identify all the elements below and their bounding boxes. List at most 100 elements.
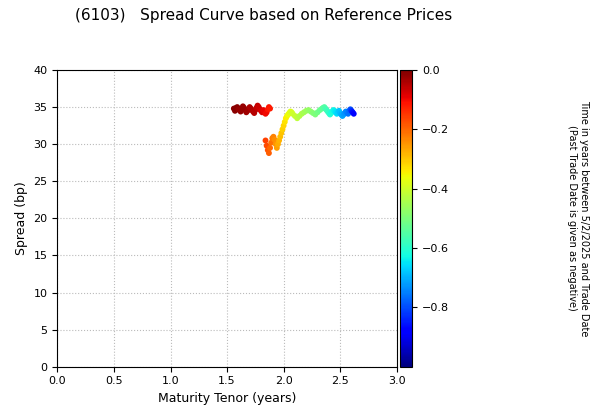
Point <box>261 137 271 144</box>
Point <box>265 144 275 151</box>
Text: (6103)   Spread Curve based on Reference Prices: (6103) Spread Curve based on Reference P… <box>76 8 452 24</box>
Point <box>277 130 286 136</box>
Point <box>259 107 268 113</box>
Point <box>297 110 307 117</box>
Point <box>235 107 244 113</box>
Point <box>253 102 262 109</box>
Point <box>286 108 295 115</box>
Point <box>241 107 250 113</box>
Point <box>320 104 329 110</box>
Point <box>347 108 356 114</box>
Point <box>263 106 272 113</box>
Point <box>292 115 302 121</box>
Point <box>261 110 271 117</box>
Point <box>304 107 313 113</box>
Point <box>233 106 243 113</box>
Point <box>232 105 241 111</box>
Point <box>274 137 284 144</box>
Point <box>348 109 358 116</box>
Point <box>338 113 347 119</box>
Point <box>275 134 285 140</box>
Point <box>317 105 327 112</box>
Y-axis label: Time in years between 5/2/2025 and Trade Date
(Past Trade Date is given as negat: Time in years between 5/2/2025 and Trade… <box>567 100 589 336</box>
Point <box>322 107 331 113</box>
Point <box>270 136 280 143</box>
Point <box>262 109 271 116</box>
Point <box>242 108 252 114</box>
Point <box>320 105 330 112</box>
Point <box>257 109 267 116</box>
Point <box>250 110 259 116</box>
Point <box>310 111 320 118</box>
Point <box>341 108 350 115</box>
Point <box>229 105 239 112</box>
Point <box>319 105 328 111</box>
Point <box>295 113 304 119</box>
Point <box>332 110 341 117</box>
Point <box>265 105 275 112</box>
Point <box>333 109 343 116</box>
Point <box>337 111 346 118</box>
Point <box>264 104 274 110</box>
Point <box>263 147 272 153</box>
Point <box>323 108 332 115</box>
Point <box>331 109 340 116</box>
Point <box>281 115 290 121</box>
Point <box>301 108 311 114</box>
Point <box>288 110 298 117</box>
Point <box>264 150 274 156</box>
Point <box>343 110 353 117</box>
Point <box>260 108 269 115</box>
Point <box>241 109 251 116</box>
Point <box>230 108 240 114</box>
Point <box>237 105 247 112</box>
Point <box>299 109 309 116</box>
Point <box>315 107 325 113</box>
Point <box>349 110 359 117</box>
Point <box>272 144 281 151</box>
Point <box>278 126 287 133</box>
Point <box>346 106 355 113</box>
Point <box>254 104 263 110</box>
Point <box>290 113 300 119</box>
Point <box>244 106 253 113</box>
Point <box>238 103 248 110</box>
Y-axis label: Spread (bp): Spread (bp) <box>15 181 28 255</box>
Point <box>271 141 281 147</box>
Point <box>308 110 318 116</box>
Point <box>251 105 261 111</box>
Point <box>269 134 278 140</box>
Point <box>245 104 254 110</box>
Point <box>239 105 249 111</box>
Point <box>273 141 283 147</box>
Point <box>334 108 344 114</box>
Point <box>340 110 350 116</box>
Point <box>247 107 257 113</box>
Point <box>306 108 316 115</box>
Point <box>283 111 293 118</box>
Point <box>255 106 265 113</box>
Point <box>335 110 345 116</box>
Point <box>325 111 335 118</box>
Point <box>330 108 340 114</box>
Point <box>280 118 290 125</box>
Point <box>256 108 266 114</box>
Point <box>232 104 242 110</box>
Point <box>251 107 260 113</box>
Point <box>282 113 292 119</box>
Point <box>342 109 352 116</box>
Point <box>236 108 245 115</box>
Point <box>328 108 337 115</box>
Point <box>279 122 289 129</box>
Point <box>262 142 271 149</box>
Point <box>313 109 322 116</box>
Point <box>248 108 258 115</box>
X-axis label: Maturity Tenor (years): Maturity Tenor (years) <box>158 392 296 405</box>
Point <box>284 110 294 116</box>
Point <box>266 139 276 146</box>
Point <box>246 105 256 112</box>
Point <box>329 107 338 113</box>
Point <box>324 110 334 116</box>
Point <box>344 108 354 114</box>
Point <box>268 135 277 142</box>
